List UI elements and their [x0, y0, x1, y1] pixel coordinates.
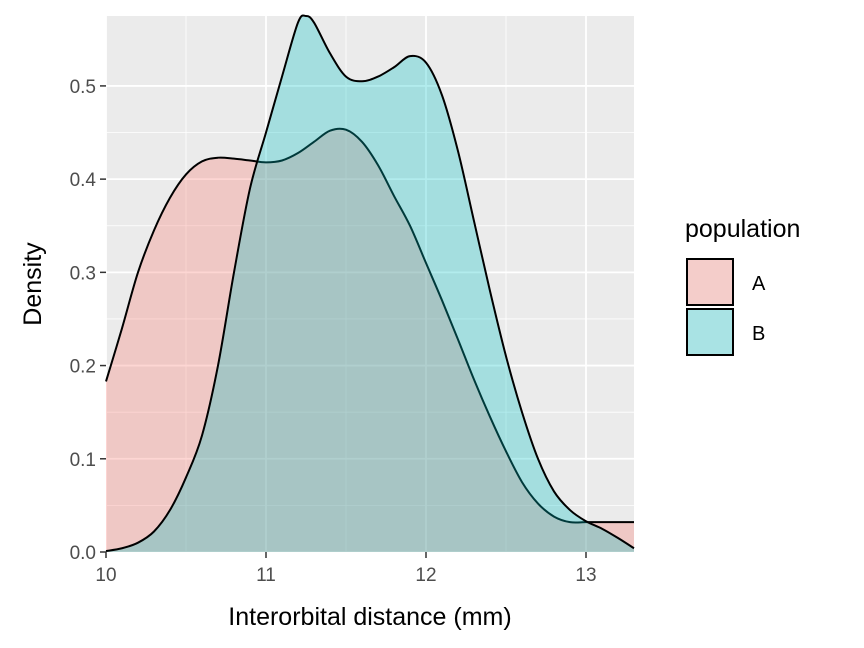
- legend-key-bg-A: [686, 258, 734, 306]
- y-tick-label: 0.2: [70, 357, 96, 378]
- legend-key-A: [686, 258, 734, 306]
- y-tick-label: 0.0: [70, 543, 96, 564]
- x-tick-label: 10: [95, 565, 116, 586]
- legend-key-bg-B: [686, 308, 734, 356]
- x-axis-title: Interorbital distance (mm): [228, 603, 511, 631]
- y-tick-label: 0.4: [70, 170, 97, 191]
- x-tick-label: 11: [256, 565, 276, 586]
- density-line-B: [105, 14, 635, 553]
- legend-title: population: [685, 215, 800, 243]
- y-tick-label: 0.1: [70, 450, 96, 471]
- density-areas: [105, 14, 635, 553]
- y-tick-label: 0.3: [70, 263, 96, 284]
- x-tick-label: 13: [575, 565, 596, 586]
- y-axis: 0.0 0.1 0.2 0.3 0.4 0.5: [70, 77, 106, 564]
- plot-panel: [106, 16, 634, 552]
- y-tick-label: 0.5: [70, 77, 96, 98]
- density-area-B: [106, 15, 634, 553]
- x-tick-label: 12: [415, 565, 436, 586]
- legend-label-A: A: [752, 273, 766, 295]
- legend-label-B: B: [752, 323, 765, 345]
- grid: [105, 16, 634, 553]
- legend-key-B: [686, 308, 734, 356]
- density-area-A: [106, 128, 634, 552]
- legend: population A B: [685, 215, 800, 356]
- x-axis: 10 11 12 13: [95, 552, 597, 586]
- density-line-A: [105, 127, 634, 524]
- y-axis-title: Density: [19, 242, 47, 326]
